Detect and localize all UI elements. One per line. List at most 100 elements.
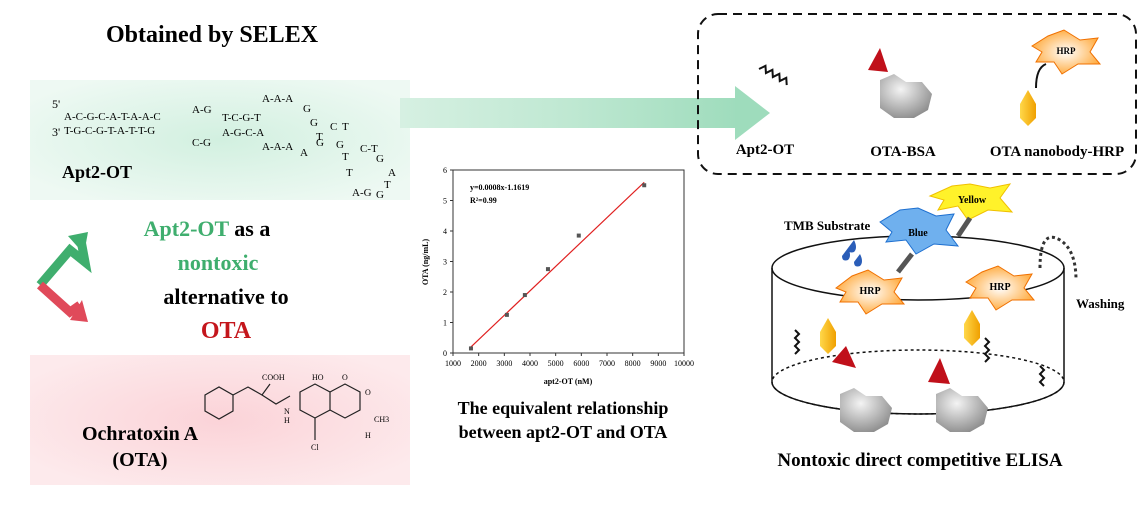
point [642,183,647,188]
y-tick-label: 2 [443,288,447,297]
plot: 1000 2000 3000 4000 5000 6000 7000 8000 9000 1000… [443,166,694,368]
seq: A-G-C-A [222,127,264,139]
hrp-star [1031,29,1102,75]
seq: C-G [192,137,211,149]
title: Obtained by SELEX [106,22,319,48]
seq: T-G-C-G-T-A-T-T-G [64,125,155,137]
aptamer-icon [983,337,991,363]
x-tick-label: 6000 [573,359,589,368]
legend-item: Apt2-OT [736,142,794,158]
atom: H [284,416,290,425]
substrate-label: TMB Substrate [784,218,871,233]
structure [204,383,361,440]
down-arrow-head [70,300,88,322]
x-tick-label: 10000 [674,359,694,368]
seq: A-A-A [262,93,293,105]
hrp-label: HRP [859,286,880,297]
seq: A [388,167,396,179]
legend-box [697,13,1137,175]
five-prime: 5' [52,97,60,111]
y-tick-label: 1 [443,319,447,328]
seq: C-T [360,143,378,155]
yellow-label: Yellow [958,195,987,206]
seq: G [376,153,384,165]
atom: H [365,431,371,440]
y-tick-label: 4 [443,227,447,236]
arrow [955,216,973,238]
seq: T-C-G-T [222,112,261,124]
point [576,233,581,238]
aptamer-label: Apt2-OT [62,162,132,182]
statement-as: as a [234,216,270,241]
seq: A-A-A [262,141,293,153]
elisa-title: Nontoxic direct competitive ELISA [777,450,1062,471]
y-tick-label: 3 [443,258,447,267]
washing-label: Washing [1076,296,1125,311]
seq: G [316,137,324,149]
three-prime: 3' [52,125,60,139]
hrp-star [834,269,906,315]
hrp-star [965,265,1036,311]
x-tick-label: 5000 [548,359,564,368]
seq: T [342,151,349,163]
point [504,312,509,317]
bsa-icon [936,388,988,432]
seq: A [300,147,308,159]
x-tick-label: 2000 [471,359,487,368]
ota-icon [868,48,888,72]
seq: G [303,103,311,115]
linker [1035,63,1047,89]
atoms: COOH HO O O N H Cl CH3 H [262,373,389,452]
legend-item: OTA nanobody-HRP [990,144,1124,160]
x-tick-label: 9000 [650,359,666,368]
bsa-icon [880,74,932,118]
point [545,267,550,272]
statement-ota: OTA [201,318,252,344]
nanobody-icon [1020,90,1036,126]
y-tick-label: 0 [443,349,447,358]
well [771,235,1065,415]
point [468,346,473,351]
yellow-star [928,183,1014,221]
hrp-label: HRP [989,282,1010,293]
hrp-label: HRP [1057,46,1077,56]
point [522,293,527,298]
ota-icon [832,346,856,368]
up-arrow-head [68,232,88,254]
aptamer-icon [1038,365,1046,387]
statement-line1: Apt2-OT as a [144,216,271,241]
seq: G [336,139,344,151]
seq: T [316,131,323,143]
caption: The equivalent relationship [458,398,669,418]
seq: T [346,167,353,179]
x-tick-label: 3000 [496,359,512,368]
x-label: apt2-OT (nM) [544,377,593,386]
caption: between apt2-OT and OTA [459,422,668,442]
y-tick-label: 5 [443,197,447,206]
x-tick-label: 7000 [599,359,615,368]
x-tick-label: 4000 [522,359,538,368]
washing-arrow [1038,235,1078,281]
seq: A-G [192,104,212,116]
statement-aptamer: Apt2-OT [144,216,230,241]
x-tick-label: 1000 [445,359,461,368]
drops [842,240,862,267]
nanobody-icon [964,310,980,346]
atom: HO [312,373,324,382]
seq: G [310,117,318,129]
seq: A-G [352,187,372,199]
atom: Cl [311,443,319,452]
arrow-head [735,86,770,140]
atom: CH3 [374,415,389,424]
seq: T [342,121,349,133]
ota-icon [928,358,950,384]
blue-star [879,207,960,255]
x-tick-label: 8000 [625,359,641,368]
nanobody-icon [820,318,836,354]
r-squared: R²=0.99 [470,196,497,205]
aptamer-icon [793,329,801,355]
toxin-panel [30,355,410,485]
atom: N [284,407,290,416]
down-arrow [36,281,83,318]
